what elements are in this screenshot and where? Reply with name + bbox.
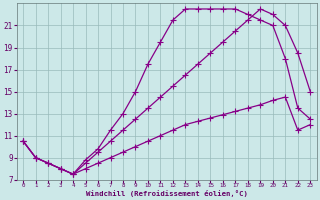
X-axis label: Windchill (Refroidissement éolien,°C): Windchill (Refroidissement éolien,°C): [86, 190, 248, 197]
